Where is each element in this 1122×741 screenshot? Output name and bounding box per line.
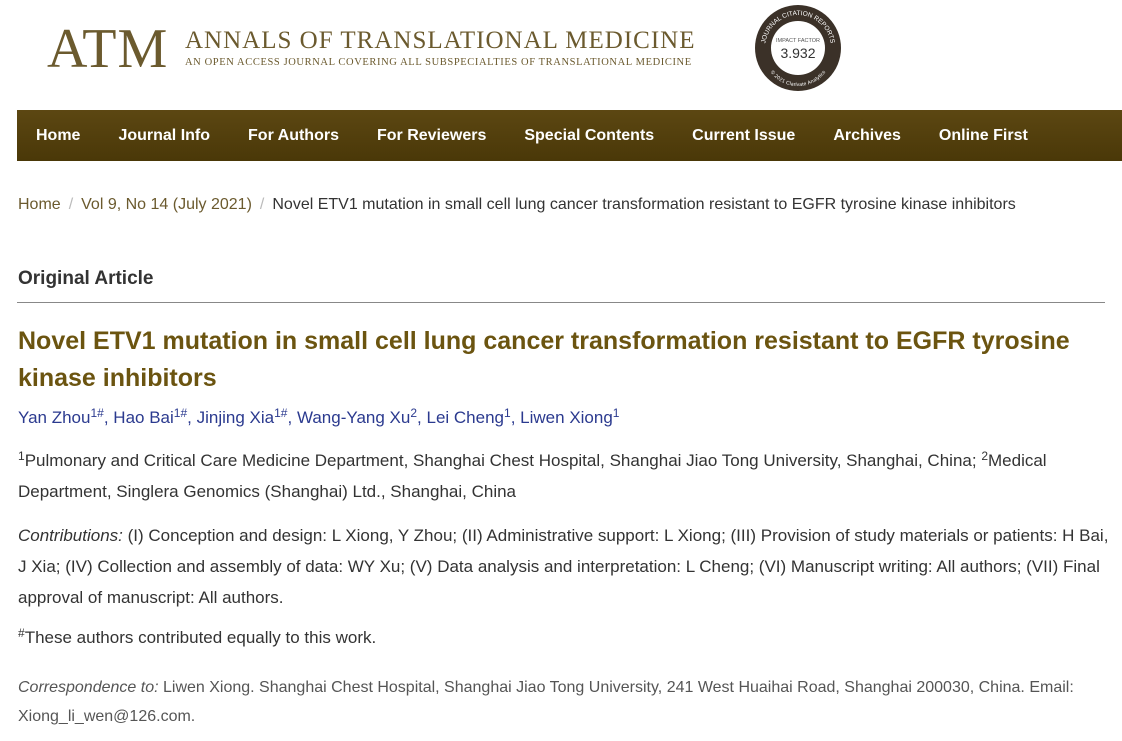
author-separator: , xyxy=(510,408,516,427)
affiliation-text: Medical Department, Singlera Genomics (S… xyxy=(18,451,1047,501)
breadcrumb-current: Novel ETV1 mutation in small cell lung c… xyxy=(272,196,1016,213)
nav-link[interactable]: Archives xyxy=(833,126,901,144)
correspondence: Correspondence to: Liwen Xiong. Shanghai… xyxy=(18,673,1108,731)
author-sup: 1 xyxy=(612,406,620,420)
author-sup: 1# xyxy=(274,406,288,420)
breadcrumb: Home / Vol 9, No 14 (July 2021) / Novel ETV1… xyxy=(18,196,1016,214)
badge-value: 3.932 xyxy=(780,45,815,61)
divider xyxy=(17,302,1105,303)
author-name[interactable]: Wang-Yang Xu xyxy=(296,408,411,427)
journal-name: ANNALS OF TRANSLATIONAL MEDICINE xyxy=(185,27,696,54)
equal-note: #These authors contributed equally to th… xyxy=(18,626,377,648)
nav-link[interactable]: Special Contents xyxy=(524,126,655,144)
author-sup: 1 xyxy=(504,406,511,420)
impact-badge: JOURNAL CITATION REPORTS © 2021 Clarivat… xyxy=(755,5,841,91)
nav-link[interactable]: Journal Info xyxy=(118,126,211,144)
equal-note-sup: # xyxy=(18,626,25,640)
affiliation-sup: 1 xyxy=(18,449,25,463)
nav-link[interactable]: For Authors xyxy=(248,126,339,144)
contributions-label: Contributions: xyxy=(18,526,123,545)
author-sup: 2 xyxy=(410,406,418,420)
header: ATM ANNALS OF TRANSLATIONAL MEDICINE An … xyxy=(0,0,1122,110)
author-sup: 1# xyxy=(173,406,188,420)
affiliation-sup: 2 xyxy=(981,449,988,463)
breadcrumb-separator: / xyxy=(68,196,74,213)
author-name[interactable]: Lei Cheng xyxy=(426,408,505,427)
correspondence-label: Correspondence to: xyxy=(18,679,159,696)
article-title: Novel ETV1 mutation in small cell lung c… xyxy=(18,327,1070,392)
contributions-text: (I) Conception and design: L Xiong, Y Zh… xyxy=(18,526,1109,607)
badge-label: IMPACT FACTOR xyxy=(776,38,820,44)
affiliations: 1Pulmonary and Critical Care Medicine De… xyxy=(18,445,1108,507)
author-name[interactable]: Hao Bai xyxy=(113,408,174,427)
nav-link[interactable]: Current Issue xyxy=(692,126,796,144)
equal-note-text: These authors contributed equally to thi… xyxy=(24,628,377,647)
contributions: Contributions: (I) Conception and design… xyxy=(18,520,1113,613)
author-separator: , xyxy=(287,408,293,427)
author-separator: , xyxy=(103,408,109,427)
author-name[interactable]: Liwen Xiong xyxy=(520,408,613,427)
author-separator: , xyxy=(417,408,422,427)
section-label: Original Article xyxy=(18,268,154,289)
nav-link[interactable]: For Reviewers xyxy=(376,126,487,144)
nav-bar: Home Journal Info For Authors For Reviewers… xyxy=(17,110,1122,161)
breadcrumb-separator: / xyxy=(259,196,265,213)
breadcrumb-link[interactable]: Vol 9, No 14 (July 2021) xyxy=(81,196,252,213)
tagline: An open access journal covering all subs… xyxy=(185,57,692,68)
logo[interactable]: ATM xyxy=(47,18,169,80)
author-name[interactable]: Yan Zhou xyxy=(18,408,91,427)
nav-link[interactable]: Home xyxy=(36,126,81,144)
author-separator: , xyxy=(187,408,192,427)
nav-link[interactable]: Online First xyxy=(938,126,1028,144)
author-name[interactable]: Jinjing Xia xyxy=(196,408,275,427)
badge-center xyxy=(771,21,825,75)
correspondence-text: Liwen Xiong. Shanghai Chest Hospital, Sh… xyxy=(18,679,1074,725)
affiliation-text: Pulmonary and Critical Care Medicine Dep… xyxy=(24,451,977,470)
author-list: Yan Zhou1#, Hao Bai1#, Jinjing Xia1#, Wa… xyxy=(18,406,620,428)
breadcrumb-link[interactable]: Home xyxy=(18,196,61,213)
author-sup: 1# xyxy=(90,406,104,420)
